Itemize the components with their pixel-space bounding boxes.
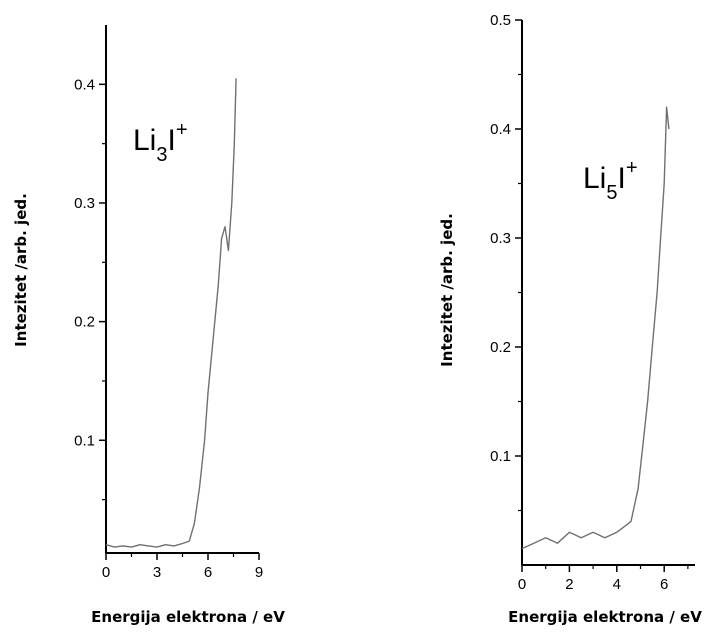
x-tick-label: 3 [153,564,161,581]
y-tick-label: 0.2 [490,339,511,356]
y-tick-label: 0.3 [490,230,511,247]
y-axis-label: Intezitet /arb. jed. [438,213,456,367]
y-axis-label: Intezitet /arb. jed. [12,193,30,347]
annotation-subscript: 3 [156,144,167,166]
chart-panel-li5i: Intezitet /arb. jed. Energija elektrona … [438,12,702,626]
species-annotation: Li3I+ [133,119,188,166]
y-tick-label: 0.2 [74,314,95,331]
annotation-mid: I [617,162,625,195]
annotation-base: Li [133,124,156,157]
annotation-superscript: + [626,157,638,179]
y-tick-label: 0.1 [74,432,95,449]
x-tick-label: 2 [565,576,573,593]
y-tick-label: 0.4 [74,76,95,93]
chart-panel-li3i: Intezitet /arb. jed. Energija elektrona … [12,25,285,626]
series-line [105,78,237,548]
x-tick-label: 9 [255,564,263,581]
annotation-subscript: 5 [606,182,617,204]
series-line [521,106,670,550]
species-annotation: Li5I+ [583,157,638,204]
y-tick-label: 0.4 [490,121,511,138]
annotation-base: Li [583,162,606,195]
x-tick-label: 0 [102,564,110,581]
y-tick-label: 0.1 [490,448,511,465]
y-tick-label: 0.3 [74,195,95,212]
x-tick-label: 4 [613,576,621,593]
x-tick-label: 6 [660,576,668,593]
y-tick-label: 0.5 [490,12,511,29]
annotation-superscript: + [176,119,188,141]
x-tick-label: 6 [204,564,212,581]
x-axis-label: Energija elektrona / eV [91,608,285,626]
x-tick-label: 0 [518,576,526,593]
annotation-mid: I [167,124,175,157]
x-axis-label: Energija elektrona / eV [508,608,702,626]
